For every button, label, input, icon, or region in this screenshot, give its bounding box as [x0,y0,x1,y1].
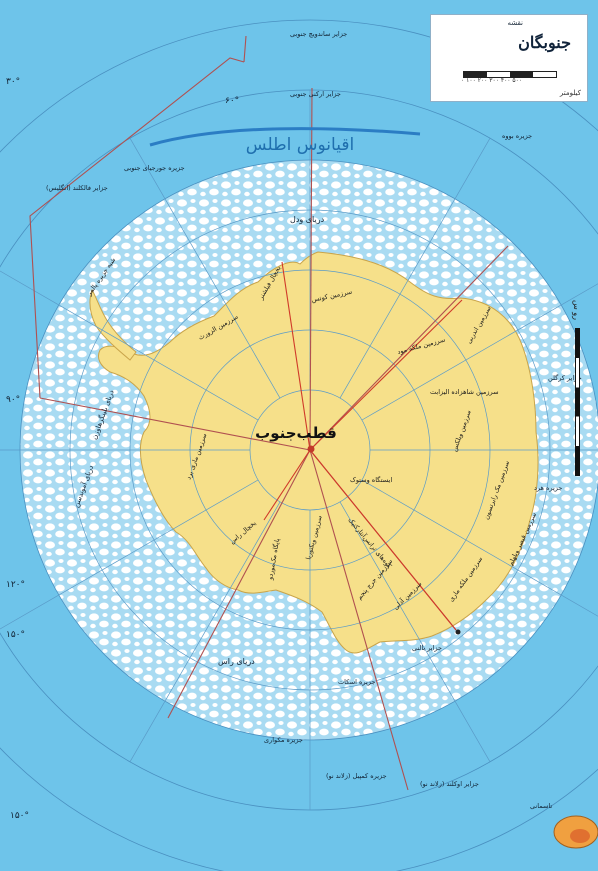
falkland-label: جزایر فالکلند (انگلیس) [46,184,108,192]
lon-label-30w: ۳۰° [6,77,20,87]
vostok-label: ایستگاه وستوک [350,476,392,484]
south-pole-marker [307,445,315,453]
lon-label-150w: ۱۵۰° [6,630,25,640]
meridian-60 [339,501,491,762]
princess-elizabeth-label: سرزمین شاهزاده الیزابت [430,388,499,396]
campbell-label: جزیره کمپبل (زلاند نو) [326,772,387,780]
meridian-30 [361,479,598,631]
lon-label-150e: ۱۵۰° [10,811,29,821]
meridian-120 [129,501,281,762]
outer-latitude-circle-2 [0,19,598,871]
claim-line-red-2 [309,299,463,451]
macquarie-label: جزیره مکواری [264,736,303,744]
meridian-150 [0,479,259,631]
scale-bar [463,71,557,78]
ross-sea-label: دریای راس [218,657,255,666]
claim-line-red-3 [263,449,311,521]
map-legend: نقشه جنوبگان ۰ ۱۰۰ ۲۰۰ ۳۰۰ ۴۰۰ ۵۰۰ کیلوم… [430,14,588,102]
heard-label: جزیره هرد [534,484,562,492]
antarctica-continent [97,251,539,654]
meridian-330 [361,269,598,421]
meridian-lines [0,90,598,810]
tasmania-label: تاسمانی [530,802,552,810]
south-georgia-label: جزیره جورجیای جنوبی [124,164,185,172]
south-pole-label: قطب‌جنوب [255,424,337,442]
claim-line-red-1 [281,261,311,451]
south-sandwich-label: جزایر ساندویچ جنوبی [290,30,347,38]
meridian-210 [0,269,259,421]
lon-label-120w: ۱۲۰° [6,580,25,590]
side-scale-bar [575,328,580,476]
claim-line-red-4 [309,449,457,631]
atlantic-ocean-band [149,127,421,147]
meridian-240 [129,138,281,399]
legend-subtitle: نقشه [507,19,524,27]
map-title: جنوبگان [518,33,571,52]
balleny-label: جزایر بالنی [412,644,442,652]
side-scale: رو س [572,300,582,476]
kerguelen-label: جزایر کرگلن [548,374,582,382]
bouvet-label: جزیره بووه [502,132,532,140]
lon-label-60w: ۶۰° [225,96,239,106]
scale-unit: کیلومتر [559,89,581,97]
kerguelen-dot [455,629,461,635]
side-scale-label: رو س [572,300,581,321]
island-small-right [570,829,590,843]
auckland-label: جزایر اوکلند (زلاند نو) [420,780,479,788]
atlantic-ocean-label: اقیانوس اطلس [246,135,354,155]
lon-label-90w: ۹۰° [6,395,20,405]
scale-bar-labels: ۰ ۱۰۰ ۲۰۰ ۳۰۰ ۴۰۰ ۵۰۰ [461,77,523,84]
meridian-300 [339,138,491,399]
south-orkney-label: جزایر ارکنی جنوبی [290,90,341,98]
scott-label: جزیره اسکات [338,678,375,686]
weddell-sea-label: دریای ودل [290,215,325,224]
